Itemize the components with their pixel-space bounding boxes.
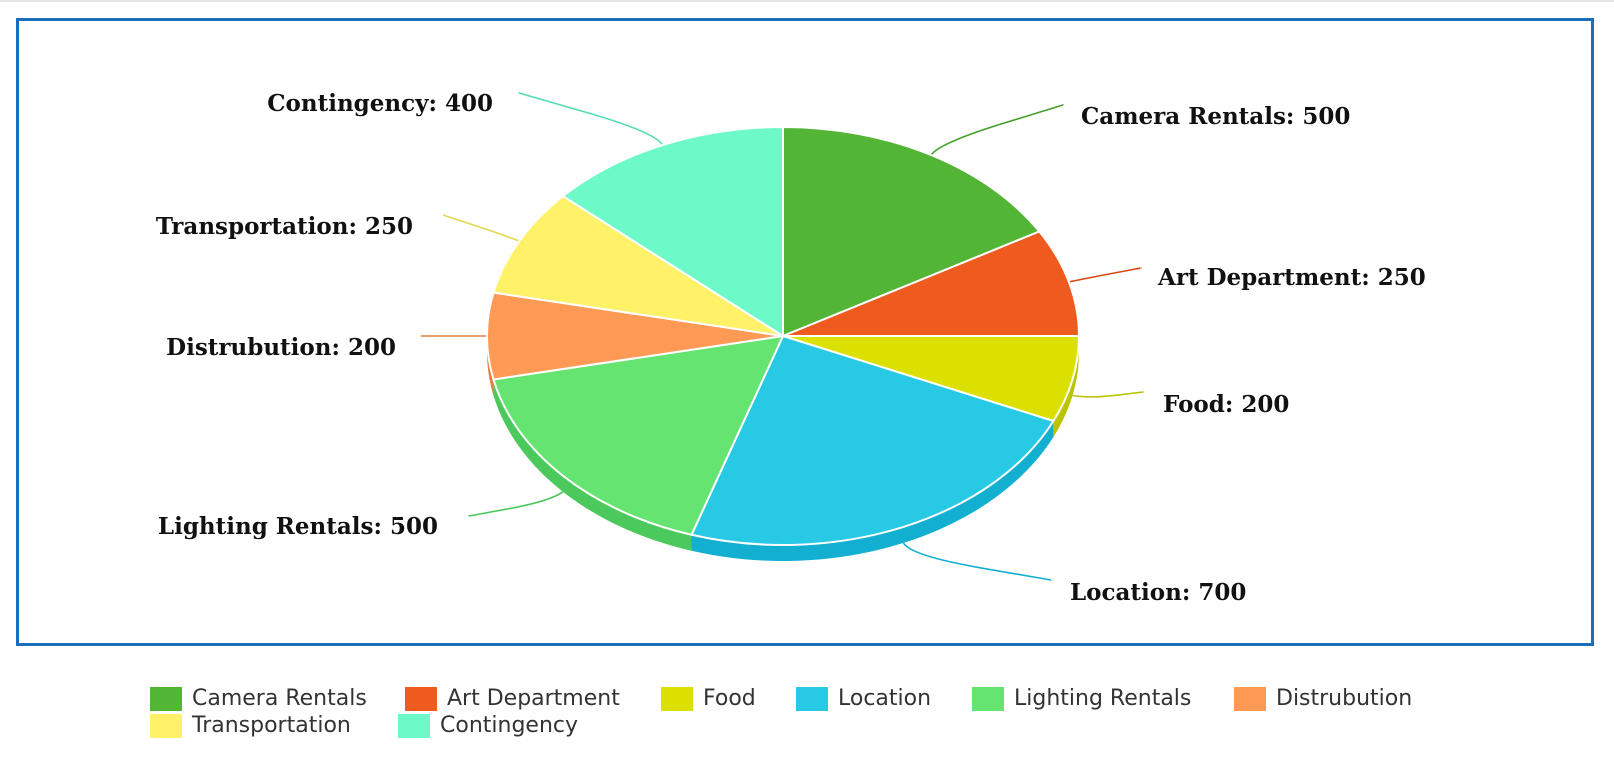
legend-item-camera-rentals[interactable]: Camera Rentals xyxy=(150,686,367,712)
data-label-location: Location: 700 xyxy=(1070,579,1246,606)
chart-frame: Camera Rentals: 500 Art Department: 250 Fo… xyxy=(16,18,1594,646)
legend-item-lighting-rentals[interactable]: Lighting Rentals xyxy=(972,686,1191,712)
legend-label: Art Department xyxy=(447,686,620,711)
legend-label: Camera Rentals xyxy=(192,686,367,711)
legend-swatch xyxy=(150,687,182,711)
pie-slice-contingency[interactable] xyxy=(562,126,784,337)
pie-chart: Camera Rentals: 500 Art Department: 250 Fo… xyxy=(156,90,1426,606)
pie-side-lighting-rentals xyxy=(493,379,692,551)
pie-slices xyxy=(486,126,1080,546)
top-divider xyxy=(0,0,1614,2)
pie-side-location xyxy=(691,421,1054,561)
data-label-lighting-rentals: Lighting Rentals: 500 xyxy=(158,513,438,540)
legend-item-distrubution[interactable]: Distrubution xyxy=(1234,686,1412,712)
data-label-art-department: Art Department: 250 xyxy=(1157,264,1426,291)
pie-slice-food[interactable] xyxy=(782,335,1080,423)
legend-swatch xyxy=(405,687,437,711)
pie-slice-lighting-rentals[interactable] xyxy=(492,335,784,536)
legend-swatch xyxy=(150,714,182,738)
legend-item-location[interactable]: Location xyxy=(796,686,931,712)
leader-line-food xyxy=(1072,391,1144,398)
leader-line-transportation xyxy=(442,214,520,242)
legend-swatch xyxy=(796,687,828,711)
chart-legend: Camera Rentals Art Department Food Location… xyxy=(0,686,1614,766)
pie-slice-distrubution[interactable] xyxy=(486,291,784,381)
legend-item-art-department[interactable]: Art Department xyxy=(405,686,620,712)
pie-data-labels: Camera Rentals: 500 Art Department: 250 Fo… xyxy=(156,90,1426,606)
leader-line-camera-rentals xyxy=(930,104,1064,156)
pie-slice-camera-rentals[interactable] xyxy=(782,126,1041,337)
pie-leader-lines xyxy=(421,92,1144,581)
data-label-distrubution: Distrubution: 200 xyxy=(166,334,396,361)
leader-line-art-department xyxy=(1068,267,1142,283)
leader-line-contingency xyxy=(518,92,664,146)
legend-label: Distrubution xyxy=(1276,686,1413,711)
data-label-food: Food: 200 xyxy=(1163,391,1289,418)
data-label-transportation: Transportation: 250 xyxy=(156,213,413,240)
pie-slice-art-department[interactable] xyxy=(782,230,1080,337)
leader-line-lighting-rentals xyxy=(468,491,564,517)
legend-swatch xyxy=(661,687,693,711)
legend-label: Contingency xyxy=(440,713,579,738)
data-label-camera-rentals: Camera Rentals: 500 xyxy=(1081,103,1350,130)
legend-item-transportation[interactable]: Transportation xyxy=(150,713,351,739)
legend-label: Lighting Rentals xyxy=(1014,686,1192,711)
pie-side-distrubution xyxy=(487,336,494,396)
legend-label: Transportation xyxy=(192,713,351,738)
legend-swatch xyxy=(972,687,1004,711)
legend-label: Food xyxy=(703,686,756,711)
legend-item-contingency[interactable]: Contingency xyxy=(398,713,578,739)
data-label-contingency: Contingency: 400 xyxy=(267,90,493,117)
legend-item-food[interactable]: Food xyxy=(661,686,756,712)
legend-swatch xyxy=(398,714,430,738)
legend-label: Location xyxy=(838,686,932,711)
pie-slice-location[interactable] xyxy=(690,335,1055,546)
pie-slice-transportation[interactable] xyxy=(492,195,784,337)
legend-swatch xyxy=(1234,687,1266,711)
leader-line-location xyxy=(902,542,1052,581)
